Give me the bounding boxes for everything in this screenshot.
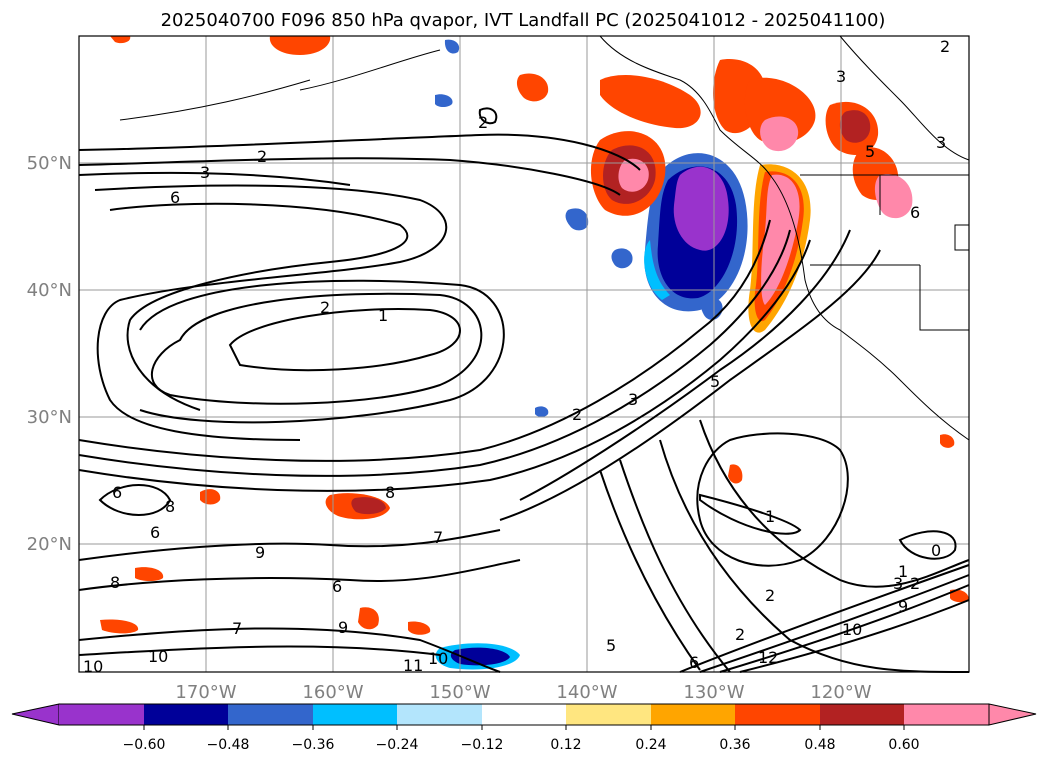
contour-label: 3 xyxy=(628,390,638,409)
contour-label: 2 xyxy=(478,113,488,132)
contour-label: 3 xyxy=(936,133,946,152)
map-panel xyxy=(78,35,970,673)
colorbar-tick-label: 0.60 xyxy=(888,737,919,753)
contour-label: 10 xyxy=(83,657,103,676)
contour-label: 6 xyxy=(150,523,160,542)
lat-label-20n: 20°N xyxy=(27,534,72,555)
contour-label: 2 xyxy=(257,147,267,166)
contour-label: 5 xyxy=(865,142,875,161)
colorbar-swatch xyxy=(482,704,566,725)
lon-label-140w: 140°W xyxy=(556,682,617,703)
colorbar-swatch xyxy=(820,704,904,725)
negative-anomaly-core xyxy=(673,166,729,251)
contour-label: 7 xyxy=(433,528,443,547)
contour-label: 8 xyxy=(110,573,120,592)
colorbar-tick-label: 0.24 xyxy=(635,737,666,753)
contour-label: 2 xyxy=(765,586,775,605)
contour-label: 6 xyxy=(910,203,920,222)
contour-label: 2 xyxy=(320,298,330,317)
lon-label-130w: 130°W xyxy=(683,682,744,703)
contour-label: 6 xyxy=(112,483,122,502)
colorbar-swatch xyxy=(397,704,482,725)
contour-label: 1 xyxy=(898,562,908,581)
colorbar-tick-label: −0.60 xyxy=(123,737,166,753)
coastlines xyxy=(119,35,970,441)
colorbar-swatch xyxy=(144,704,228,725)
contour-label: 7 xyxy=(232,619,242,638)
contour-label: 1 xyxy=(765,507,775,526)
contour-label: 3 xyxy=(200,163,210,182)
colorbar-swatch xyxy=(904,704,989,725)
contour-label: 9 xyxy=(338,618,348,637)
contour-label: 3 xyxy=(836,67,846,86)
contour-label: 2 xyxy=(735,625,745,644)
contour-label: 5 xyxy=(710,372,720,391)
colorbar: −0.60 −0.48 −0.36 −0.24 −0.12 0.12 0.24 … xyxy=(11,703,1037,753)
colorbar-swatch xyxy=(59,704,144,725)
colorbar-tick-label: 0.48 xyxy=(804,737,835,753)
colorbar-tick-label: −0.36 xyxy=(292,737,335,753)
ivt-contours xyxy=(78,107,970,673)
contour-label: 3 xyxy=(893,574,903,593)
contour-label: 8 xyxy=(165,497,175,516)
colorbar-ticks xyxy=(143,725,905,730)
colorbar-tick-label: −0.48 xyxy=(207,737,250,753)
contour-label: 5 xyxy=(606,636,616,655)
lon-label-120w: 120°W xyxy=(810,682,871,703)
qvapor-fields xyxy=(100,36,969,670)
contour-label: 9 xyxy=(255,543,265,562)
contour-label: 10 xyxy=(148,647,168,666)
lat-label-40n: 40°N xyxy=(27,280,72,301)
contour-label: 6 xyxy=(170,188,180,207)
positive-plume-core xyxy=(761,174,800,305)
lat-label-50n: 50°N xyxy=(27,153,72,174)
map-title: 2025040700 F096 850 hPa qvapor, IVT Land… xyxy=(161,10,886,31)
contour-label: 11 xyxy=(403,656,423,675)
contour-label: 10 xyxy=(842,620,862,639)
lon-label-150w: 150°W xyxy=(429,682,490,703)
lat-label-30n: 30°N xyxy=(27,407,72,428)
contour-label: 10 xyxy=(428,649,448,668)
contour-labels: 2 3 6 2 1 2 3 8 6 8 6 9 7 6 8 7 9 10 10 … xyxy=(83,37,950,676)
contour-label: 9 xyxy=(898,597,908,616)
latitude-labels: 50°N 40°N 30°N 20°N xyxy=(27,153,72,555)
contour-label: 6 xyxy=(689,653,699,672)
colorbar-swatch xyxy=(566,704,651,725)
contour-label: 1 xyxy=(378,306,388,325)
contour-label: 12 xyxy=(758,648,778,667)
colorbar-tick-label: 0.36 xyxy=(719,737,750,753)
colorbar-swatch xyxy=(651,704,735,725)
colorbar-tick-label: 0.12 xyxy=(550,737,581,753)
colorbar-swatch xyxy=(735,704,820,725)
colorbar-swatch xyxy=(313,704,397,725)
contour-label: 8 xyxy=(385,483,395,502)
colorbar-tick-label: −0.24 xyxy=(376,737,419,753)
contour-label: 2 xyxy=(940,37,950,56)
colorbar-swatch xyxy=(228,704,313,725)
contour-label: 2 xyxy=(572,405,582,424)
lon-label-160w: 160°W xyxy=(302,682,363,703)
contour-label: 0 xyxy=(931,541,941,560)
colorbar-tick-label: −0.12 xyxy=(461,737,504,753)
gridlines xyxy=(79,36,969,672)
contour-label: 6 xyxy=(332,577,342,596)
colorbar-extend-min xyxy=(11,703,60,726)
contour-label: 2 xyxy=(910,574,920,593)
longitude-labels: 170°W 160°W 150°W 140°W 130°W 120°W xyxy=(175,682,871,703)
lon-label-170w: 170°W xyxy=(175,682,236,703)
colorbar-extend-max xyxy=(988,703,1037,726)
